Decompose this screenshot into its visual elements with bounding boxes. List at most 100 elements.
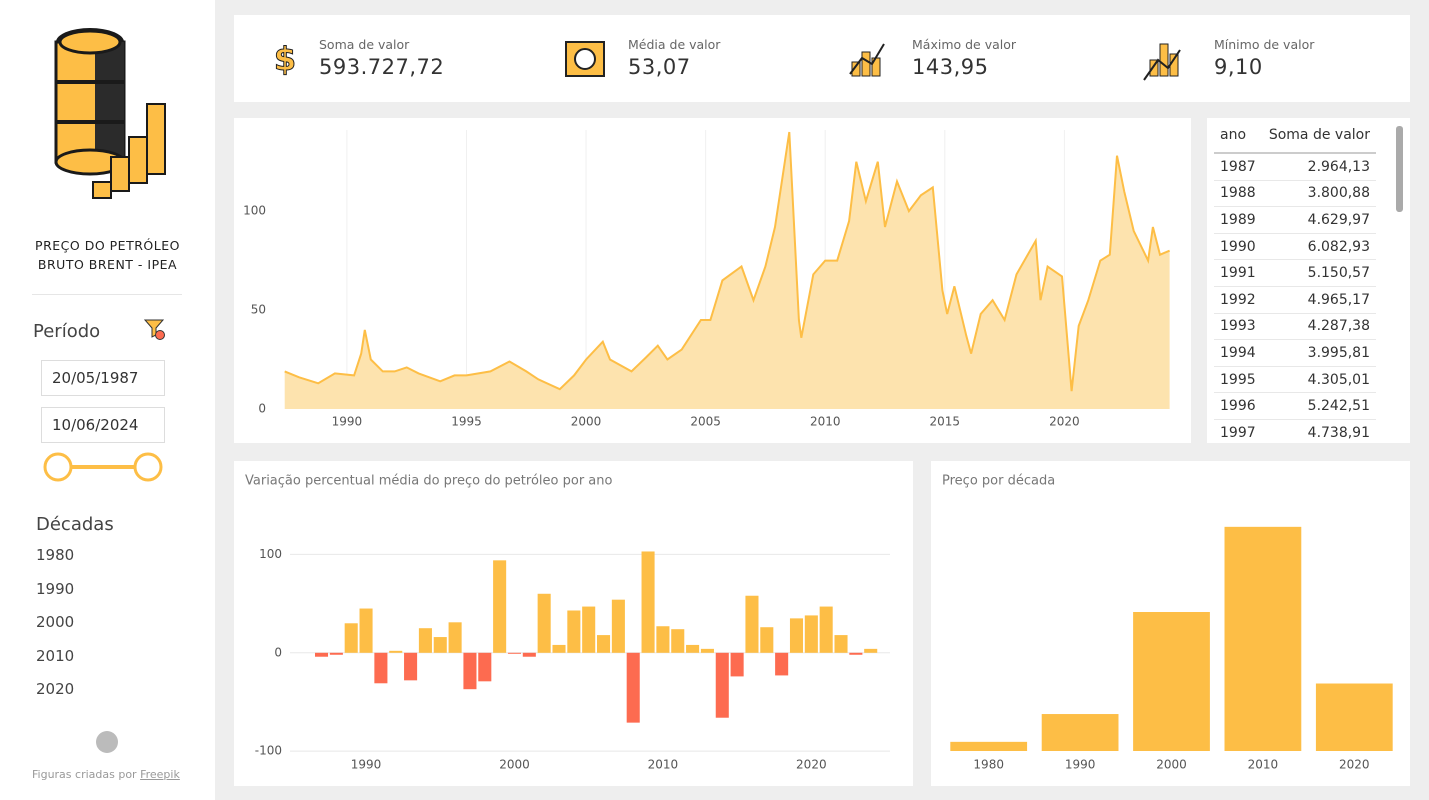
start-date[interactable]: 20/05/1987 xyxy=(41,360,165,396)
bar xyxy=(478,652,492,682)
kpi-label: Soma de valor xyxy=(319,37,410,52)
bar xyxy=(864,648,878,653)
y-tick-label: 50 xyxy=(251,303,266,317)
svg-text:$: $ xyxy=(274,41,296,78)
bar xyxy=(789,618,804,653)
sidebar: PREÇO DO PETRÓLEO BRUTO BRENT - IPEA Perí… xyxy=(0,0,215,800)
table-cell: 4.738,91 xyxy=(1261,419,1376,443)
x-tick-label: 2015 xyxy=(930,415,961,429)
table-cell: 1989 xyxy=(1214,206,1262,234)
bar xyxy=(463,652,477,690)
decade-option[interactable]: 2020 xyxy=(36,680,75,698)
kpi-icon xyxy=(565,41,605,77)
table: ano Soma de valor 1987 2.964,13 1988 3.800,88… xyxy=(1214,118,1376,443)
table-cell: 1988 xyxy=(1214,180,1262,208)
table-row: 1988 3.800,88 xyxy=(1214,180,1376,208)
bar xyxy=(611,599,625,653)
bar xyxy=(671,629,685,653)
table-row: 1997 4.738,91 xyxy=(1214,419,1376,443)
bar xyxy=(344,623,358,653)
bar xyxy=(656,626,670,653)
bar xyxy=(493,560,507,653)
logo xyxy=(54,28,166,199)
bar xyxy=(448,622,462,653)
decade-chart: Preço por década 1980 1990 2000 2010 2020 xyxy=(942,474,1393,772)
bar xyxy=(849,652,863,655)
bar xyxy=(804,615,818,653)
kpi-value: 593.727,72 xyxy=(319,55,445,79)
title-line: PREÇO DO PETRÓLEO xyxy=(35,238,180,253)
bar xyxy=(775,652,789,676)
bar xyxy=(626,652,640,723)
column-header: ano xyxy=(1214,118,1262,154)
github-icon[interactable] xyxy=(95,730,119,754)
bar xyxy=(597,635,611,653)
scrollbar[interactable] xyxy=(1396,126,1403,212)
x-tick-label: 1990 xyxy=(332,415,363,429)
decade-option[interactable]: 2000 xyxy=(36,613,75,631)
decade-option[interactable]: 1990 xyxy=(36,579,75,598)
variation-chart: Variação percentual média do preço do pe… xyxy=(245,474,890,772)
table-cell: 1997 xyxy=(1214,419,1262,443)
bar xyxy=(329,652,343,655)
bar xyxy=(567,610,581,653)
kpi-icon xyxy=(849,43,885,77)
report-title: PREÇO DO PETRÓLEO BRUTO BRENT - IPEA xyxy=(0,236,215,274)
table-cell: 1992 xyxy=(1214,286,1262,314)
bar xyxy=(314,652,329,657)
bar xyxy=(552,644,566,653)
table-row: 1987 2.964,13 xyxy=(1214,153,1376,181)
x-tick-label: 1990 xyxy=(1065,758,1096,772)
x-tick-label: 2000 xyxy=(1156,758,1187,772)
bar xyxy=(834,635,848,653)
bar xyxy=(582,606,596,653)
y-tick-label: 100 xyxy=(259,547,282,561)
table-cell: 1991 xyxy=(1214,259,1262,287)
credit-link[interactable]: Freepik xyxy=(140,768,180,781)
date-slider[interactable] xyxy=(41,450,166,484)
kpi-label: Máximo de valor xyxy=(912,37,1017,52)
table-cell: 2.964,13 xyxy=(1261,153,1376,181)
table-cell: 5.150,57 xyxy=(1261,259,1376,287)
table-row: 1991 5.150,57 xyxy=(1214,259,1376,287)
table-row: 1996 5.242,51 xyxy=(1214,392,1376,420)
table-cell: 4.287,38 xyxy=(1261,313,1376,341)
x-tick-label: 2005 xyxy=(690,415,721,429)
bar xyxy=(745,595,759,653)
credit-text: Figuras criadas por xyxy=(32,768,137,781)
price-chart: 0 50 100 1990 1995 2000 2005 2010 2015 2020 xyxy=(243,130,1170,429)
bar xyxy=(730,652,744,677)
x-tick-label: 2020 xyxy=(1049,415,1080,429)
bar xyxy=(1041,714,1119,751)
table-row: 1993 4.287,38 xyxy=(1214,313,1376,341)
x-tick-label: 2020 xyxy=(796,758,827,772)
table-cell: 1995 xyxy=(1214,366,1262,394)
x-tick-label: 2020 xyxy=(1339,758,1370,772)
bar xyxy=(641,551,655,653)
bar xyxy=(715,652,729,718)
end-date[interactable]: 10/06/2024 xyxy=(41,407,165,443)
decade-option[interactable]: 1980 xyxy=(36,546,75,564)
table-cell: 1990 xyxy=(1214,233,1262,261)
line xyxy=(284,131,1170,392)
bar xyxy=(1315,683,1393,751)
chart-title: Variação percentual média do preço do pe… xyxy=(245,474,612,489)
area xyxy=(284,132,1170,409)
table-cell: 1987 xyxy=(1214,153,1262,181)
table-cell: 4.965,17 xyxy=(1261,286,1376,314)
table-cell: 5.242,51 xyxy=(1261,392,1376,420)
bar xyxy=(950,741,1028,751)
kpi-label: Média de valor xyxy=(628,37,721,52)
bar xyxy=(1133,612,1210,751)
bar xyxy=(537,593,551,653)
decade-option[interactable]: 2010 xyxy=(36,646,75,665)
x-tick-label: 2010 xyxy=(810,415,841,429)
table-row: 1995 4.305,01 xyxy=(1214,366,1376,394)
x-tick-label: 2000 xyxy=(499,758,530,772)
table-cell: 1994 xyxy=(1214,339,1262,367)
y-tick-label: -100 xyxy=(255,744,282,758)
table-cell: 1996 xyxy=(1214,392,1262,420)
clear-filter-icon[interactable] xyxy=(144,318,168,342)
table-row: 1992 4.965,17 xyxy=(1214,286,1376,314)
